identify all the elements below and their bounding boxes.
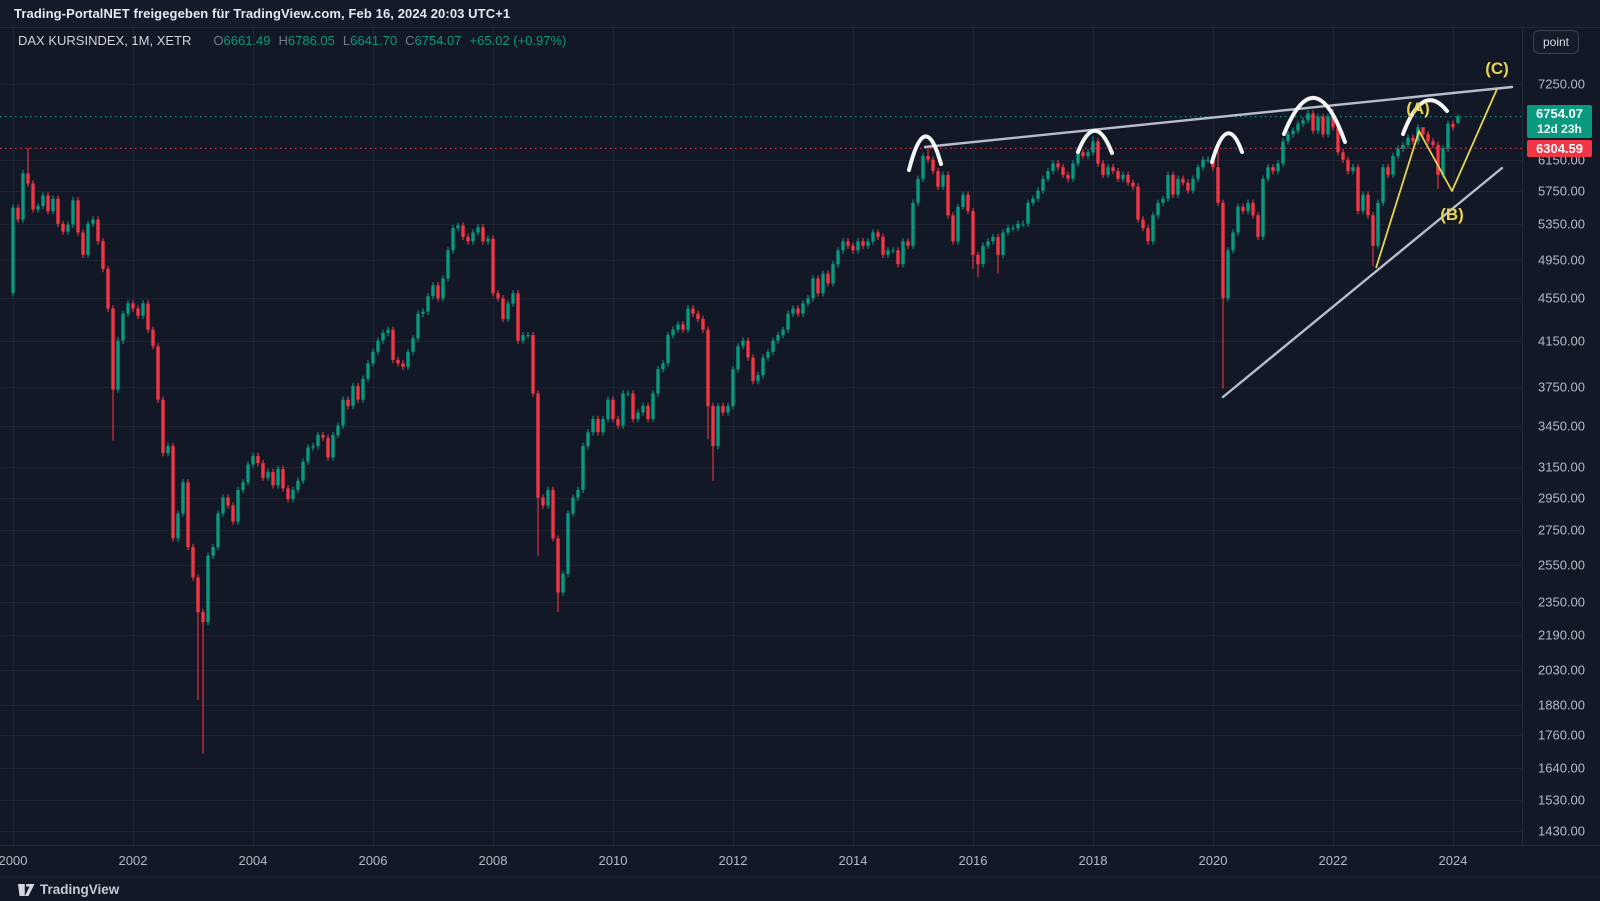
price-tick-label: 4550.00 — [1538, 290, 1585, 306]
arc-top-2020[interactable] — [1210, 131, 1244, 164]
wave-label-C[interactable]: (C) — [1485, 59, 1509, 78]
candlestick-series — [11, 108, 1460, 754]
low-label: L — [342, 33, 351, 48]
arc-top-2023[interactable] — [1401, 98, 1449, 136]
time-axis-separator — [0, 845, 1600, 846]
close-value: 6754.07 — [414, 33, 462, 48]
elliott-zigzag[interactable] — [1375, 88, 1498, 269]
horizontal-line-price-label[interactable]: 6304.59 — [1527, 139, 1592, 157]
price-tick-label: 4150.00 — [1538, 333, 1585, 349]
tradingview-wordmark[interactable]: TradingView — [40, 882, 120, 897]
time-tick-label-2024: 2024 — [1438, 853, 1468, 868]
price-axis-separator — [1522, 28, 1523, 845]
price-tick-label: 2030.00 — [1538, 662, 1585, 678]
grid-lines — [0, 28, 1522, 845]
change-value: +65.02 (+0.97%) — [469, 33, 567, 48]
low-value: 6641.70 — [350, 33, 398, 48]
trendline-lower-support[interactable] — [1221, 166, 1504, 399]
tradingview-logo-icon[interactable] — [18, 882, 36, 898]
last-price-value: 6754.07 — [1536, 105, 1583, 121]
close-label: C — [405, 33, 415, 48]
time-tick-label-2012: 2012 — [718, 853, 748, 868]
time-tick-label-2018: 2018 — [1078, 853, 1108, 868]
price-tick-label: 5350.00 — [1538, 216, 1585, 232]
price-tick-label: 1760.00 — [1538, 727, 1585, 743]
time-tick-label-2004: 2004 — [238, 853, 268, 868]
arc-top-2021[interactable] — [1282, 96, 1347, 144]
time-tick-label-2020: 2020 — [1198, 853, 1228, 868]
time-tick-label-2008: 2008 — [478, 853, 508, 868]
open-label: O — [213, 33, 224, 48]
wave-label-A[interactable]: (A) — [1406, 99, 1430, 118]
price-tick-label: 1430.00 — [1538, 823, 1585, 839]
time-tick-label-2000: 2000 — [0, 853, 28, 868]
price-tick-label: 2550.00 — [1538, 557, 1585, 573]
symbol-title[interactable]: DAX KURSINDEX, 1M, XETR — [18, 33, 192, 48]
time-tick-label-2010: 2010 — [598, 853, 628, 868]
wave-label-B[interactable]: (B) — [1440, 205, 1464, 224]
bar-countdown: 12d 23h — [1537, 121, 1582, 136]
price-tick-label: 3150.00 — [1538, 459, 1585, 475]
price-tick-label: 2950.00 — [1538, 490, 1585, 506]
high-label: H — [278, 33, 288, 48]
footer-bar: TradingView — [0, 877, 1600, 901]
arc-top-2018[interactable] — [1076, 128, 1114, 155]
point-button[interactable]: point — [1533, 30, 1579, 54]
time-tick-label-2016: 2016 — [958, 853, 988, 868]
time-tick-label-2006: 2006 — [358, 853, 388, 868]
alert-price-value: 6304.59 — [1536, 140, 1583, 156]
price-tick-label: 2350.00 — [1538, 594, 1585, 610]
price-tick-label: 5750.00 — [1538, 183, 1585, 199]
time-tick-label-2014: 2014 — [838, 853, 868, 868]
price-tick-label: 2750.00 — [1538, 522, 1585, 538]
price-tick-label: 2190.00 — [1538, 627, 1585, 643]
price-tick-label: 3750.00 — [1538, 379, 1585, 395]
price-tick-label: 4950.00 — [1538, 252, 1585, 268]
time-tick-label-2022: 2022 — [1318, 853, 1348, 868]
price-tick-label: 7250.00 — [1538, 76, 1585, 92]
last-price-label[interactable]: 6754.07 12d 23h — [1527, 104, 1592, 138]
price-tick-label: 1530.00 — [1538, 792, 1585, 808]
symbol-legend[interactable]: DAX KURSINDEX, 1M, XETR O6661.49 H6786.05 L… — [18, 33, 566, 48]
price-tick-label: 3450.00 — [1538, 418, 1585, 434]
price-tick-label: 1880.00 — [1538, 697, 1585, 713]
price-tick-label: 1640.00 — [1538, 760, 1585, 776]
trendline-upper-resistance[interactable] — [923, 85, 1514, 149]
high-value: 6786.05 — [287, 33, 335, 48]
arc-top-2015[interactable] — [907, 134, 943, 172]
broadcast-title: Trading-PortalNET freigegeben für Tradin… — [14, 6, 511, 21]
header-bar: Trading-PortalNET freigegeben für Tradin… — [0, 0, 1600, 28]
time-tick-label-2002: 2002 — [118, 853, 148, 868]
open-value: 6661.49 — [223, 33, 271, 48]
